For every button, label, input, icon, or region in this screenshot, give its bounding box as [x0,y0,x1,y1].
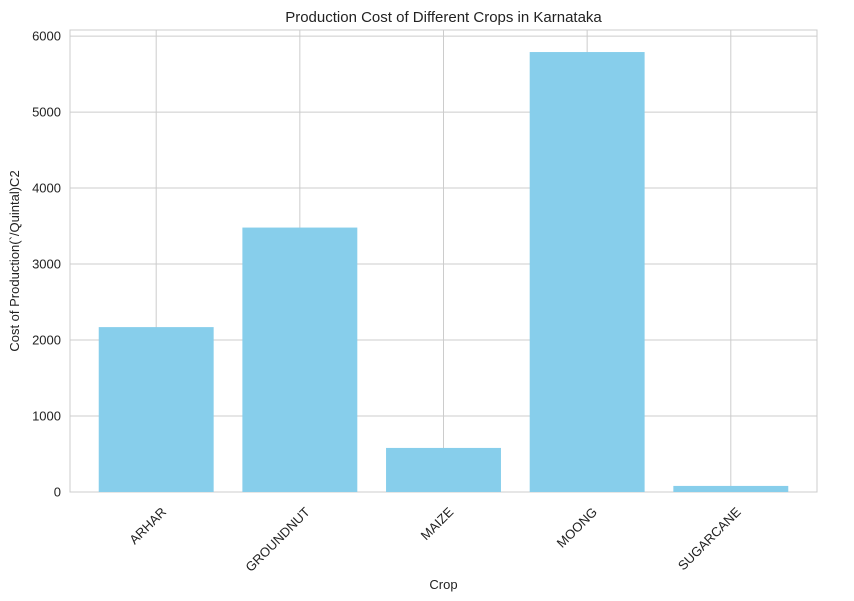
y-tick-label: 2000 [32,333,61,348]
y-tick-label: 6000 [32,29,61,44]
bar-groundnut [242,227,358,492]
bar-moong [529,52,645,492]
bars [98,52,789,492]
x-tick-label: ARHAR [126,504,169,547]
bar-sugarcane [673,485,789,492]
x-tick-label: MOONG [554,504,600,550]
chart-title: Production Cost of Different Crops in Ka… [285,9,602,26]
y-tick-label: 1000 [32,409,61,424]
x-tick-label: SUGARCANE [675,504,744,573]
bar-arhar [98,327,214,492]
x-tick-label: GROUNDNUT [242,504,312,574]
y-tick-label: 3000 [32,257,61,272]
y-tick-label: 0 [54,485,61,500]
x-tick-label: MAIZE [418,504,457,543]
y-tick-label: 4000 [32,181,61,196]
bar-maize [386,447,501,492]
y-tick-label: 5000 [32,105,61,120]
x-axis-label: Crop [429,577,457,592]
y-axis-label: Cost of Production(`/Quintal)C2 [7,170,22,351]
y-axis-ticks: 0 1000 2000 3000 4000 5000 6000 [32,29,61,500]
x-axis-ticks: ARHAR GROUNDNUT MAIZE MOONG SUGARCANE [126,504,744,575]
